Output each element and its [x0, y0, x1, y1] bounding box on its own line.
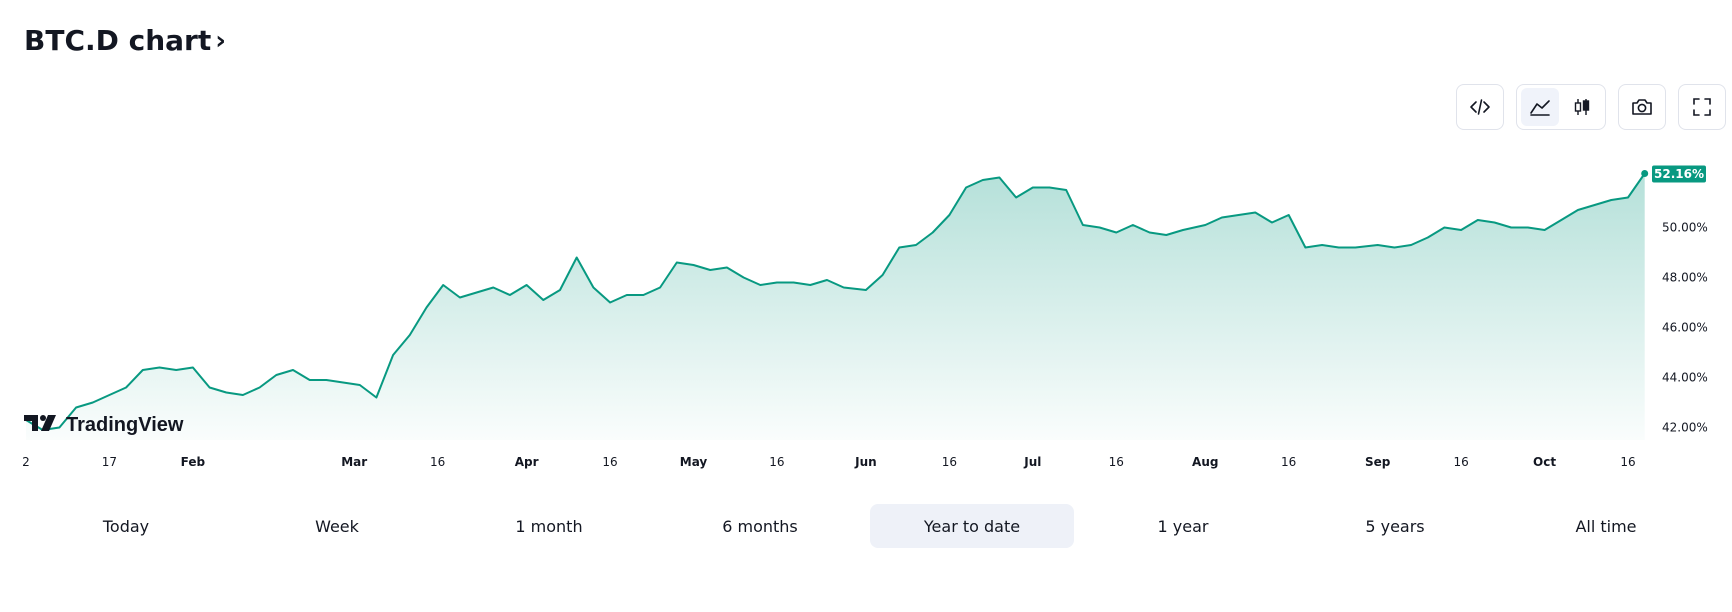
- area-fill: [26, 173, 1645, 440]
- y-tick-label: 46.00%: [1662, 321, 1708, 335]
- x-tick-label: 16: [602, 455, 617, 469]
- range-5-years[interactable]: 5 years: [1365, 516, 1425, 536]
- x-tick-label: Mar: [341, 455, 367, 469]
- camera-icon: [1623, 88, 1661, 126]
- candlestick-button[interactable]: [1563, 88, 1601, 126]
- fullscreen-icon: [1683, 88, 1721, 126]
- x-tick-label: 16: [1620, 455, 1635, 469]
- x-tick-label: 16: [1453, 455, 1468, 469]
- y-tick-label: 48.00%: [1662, 271, 1708, 285]
- page-title: BTC.D chart: [24, 24, 212, 57]
- range-all-time[interactable]: All time: [1575, 516, 1637, 536]
- area-chart-svg: 42.00% 44.00% 46.00% 48.00% 50.00% 52.16% 2 17 F…: [22, 165, 1708, 469]
- area-chart-button[interactable]: [1521, 88, 1559, 126]
- range-today[interactable]: Today: [102, 516, 150, 536]
- y-tick-label: 42.00%: [1662, 421, 1708, 435]
- last-value-label: 52.16%: [1654, 167, 1704, 181]
- tradingview-logo[interactable]: TradingView: [24, 414, 183, 437]
- range-week[interactable]: Week: [315, 516, 359, 536]
- snapshot-button[interactable]: [1618, 84, 1666, 130]
- range-year-to-date[interactable]: Year to date: [870, 504, 1074, 548]
- x-tick-label: Jun: [854, 455, 877, 469]
- x-tick-label: 17: [102, 455, 117, 469]
- range-1-year[interactable]: 1 year: [1157, 516, 1209, 536]
- x-tick-label: 16: [769, 455, 784, 469]
- x-tick-label: 2: [22, 455, 30, 469]
- x-tick-label: Apr: [515, 455, 539, 469]
- code-icon: [1461, 88, 1499, 126]
- y-tick-label: 44.00%: [1662, 371, 1708, 385]
- embed-button[interactable]: [1456, 84, 1504, 130]
- area-chart-icon: [1530, 100, 1550, 116]
- y-tick-label: 50.00%: [1662, 221, 1708, 235]
- candlestick-icon: [1574, 99, 1590, 115]
- x-tick-label: Feb: [181, 455, 206, 469]
- chart-title-link[interactable]: BTC.D chart ›: [24, 24, 226, 57]
- x-tick-label: 16: [942, 455, 957, 469]
- x-tick-label: 16: [1281, 455, 1296, 469]
- x-tick-label: Sep: [1365, 455, 1391, 469]
- range-1-month[interactable]: 1 month: [515, 516, 583, 536]
- time-range-selector: Today Week 1 month 6 months Year to date 1 ye…: [24, 504, 1708, 548]
- series-line: [25, 172, 1646, 431]
- range-6-months[interactable]: 6 months: [722, 516, 798, 536]
- tradingview-mark-icon: [24, 414, 60, 437]
- last-value-badge: [1652, 165, 1706, 183]
- chevron-right-icon: ›: [215, 25, 226, 56]
- fullscreen-button[interactable]: [1678, 84, 1726, 130]
- x-tick-label: 16: [1109, 455, 1124, 469]
- x-tick-label: Aug: [1192, 455, 1218, 469]
- x-tick-label: Oct: [1533, 455, 1556, 469]
- last-point-marker: [1641, 170, 1649, 177]
- price-chart[interactable]: 42.00% 44.00% 46.00% 48.00% 50.00% 52.16% 2 17 F…: [0, 150, 1732, 470]
- x-tick-label: 16: [430, 455, 445, 469]
- logo-text: TradingView: [66, 414, 184, 436]
- x-tick-label: May: [680, 455, 708, 469]
- chart-type-switch: [1516, 84, 1606, 130]
- x-tick-label: Jul: [1023, 455, 1041, 469]
